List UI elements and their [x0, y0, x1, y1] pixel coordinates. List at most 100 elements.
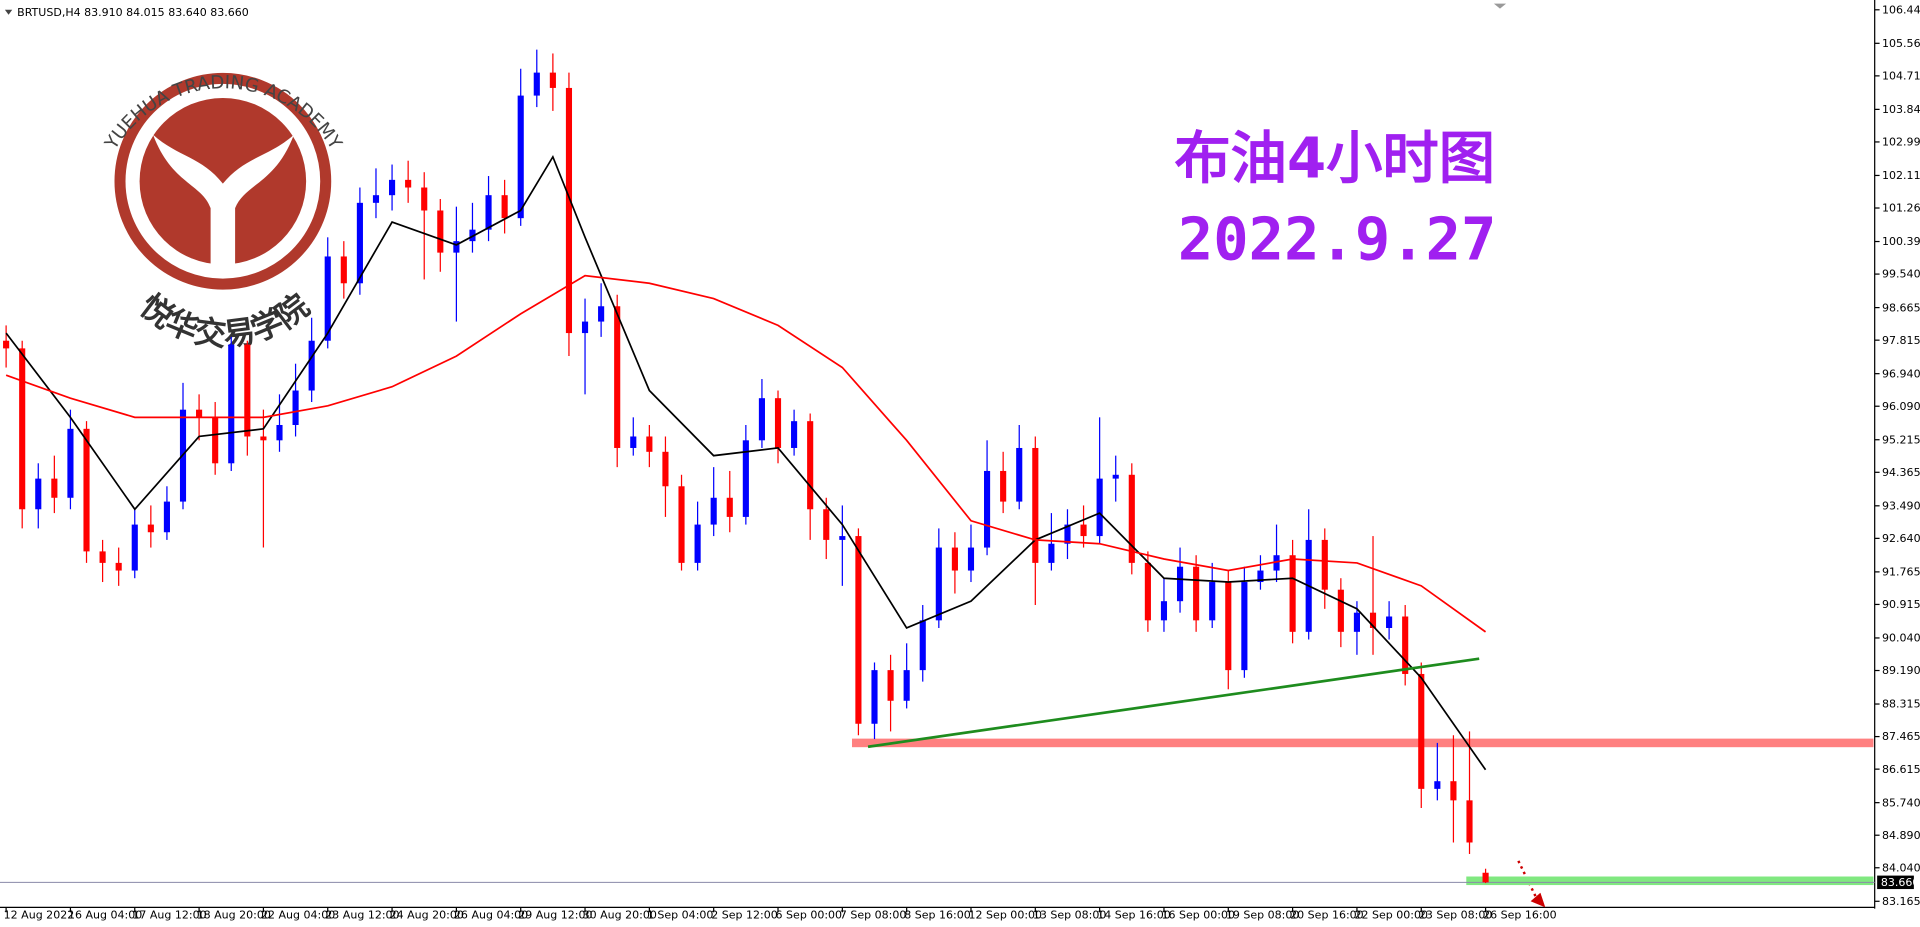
candle-body	[1257, 570, 1264, 583]
candle-body	[935, 547, 942, 621]
x-tick-label: 18 Aug 20:00	[197, 908, 271, 921]
candle-body	[1321, 539, 1328, 590]
header-icon	[4, 9, 13, 15]
arrow	[1517, 860, 1540, 902]
candle-body	[1144, 562, 1151, 621]
candle-body	[196, 409, 203, 418]
candle-body	[19, 348, 26, 510]
candle-body	[67, 428, 74, 498]
y-tick-label: 98.665	[1882, 301, 1920, 314]
candle-body	[1064, 524, 1071, 544]
candle-body	[437, 210, 444, 253]
candle-body	[35, 478, 42, 510]
x-tick-label: 2 Sep 12:00	[711, 908, 778, 921]
candle-body	[533, 72, 540, 96]
candle-body	[1128, 474, 1135, 563]
y-tick-label: 87.465	[1882, 730, 1920, 743]
y-tick-label: 106.440	[1882, 3, 1920, 16]
candle-body	[1369, 612, 1377, 628]
candle-body	[694, 524, 701, 563]
x-tick-label: 14 Sep 16:00	[1097, 908, 1171, 921]
chart-header: BRTUSD,H4 83.910 84.015 83.640 83.660	[17, 6, 249, 19]
candle-body	[1016, 447, 1023, 502]
candle-body	[1032, 447, 1039, 563]
y-tick-label: 97.815	[1882, 334, 1920, 347]
x-tick-label: 12 Sep 00:00	[969, 908, 1043, 921]
level-band	[1466, 876, 1874, 886]
candle-body	[115, 562, 122, 571]
x-tick-label: 23 Sep 08:00	[1419, 908, 1493, 921]
candle-body	[581, 321, 589, 334]
candle-body	[1450, 781, 1457, 801]
y-tick-label: 102.115	[1882, 169, 1920, 182]
candle-body	[630, 436, 637, 448]
candle-body	[1176, 566, 1184, 602]
y-tick-label: 101.265	[1882, 202, 1920, 215]
candle-body	[1418, 673, 1425, 789]
y-tick-label: 90.915	[1882, 598, 1920, 611]
x-tick-label: 16 Sep 00:00	[1162, 908, 1236, 921]
candle-body	[51, 478, 58, 498]
x-tick-label: 23 Aug 12:00	[325, 908, 399, 921]
logo-disc	[139, 97, 307, 265]
candle-body	[1160, 601, 1168, 621]
candle-body	[823, 509, 830, 540]
candle-body	[1096, 478, 1103, 537]
candle-body	[405, 179, 412, 188]
candle-body	[131, 524, 138, 571]
y-tick-label: 104.715	[1882, 70, 1920, 83]
candle-body	[598, 306, 605, 322]
x-tick-label: 17 Aug 12:00	[132, 908, 206, 921]
line	[867, 657, 1480, 749]
candle-body	[951, 547, 958, 571]
y-tick-label: 99.540	[1882, 268, 1920, 281]
candle-body	[1241, 582, 1248, 671]
candle-body	[1000, 470, 1007, 502]
logo-text-cn-path: 悦华交易学院	[133, 286, 317, 354]
candle-body	[1337, 589, 1344, 632]
y-tick-label: 85.740	[1882, 796, 1920, 809]
candle-body	[887, 670, 894, 701]
candle-body	[212, 417, 219, 464]
last-price-label: 83.660	[1881, 876, 1920, 889]
x-tick-label: 16 Aug 04:00	[68, 908, 142, 921]
candle-body	[1434, 781, 1441, 789]
x-tick-label: 26 Aug 04:00	[454, 908, 528, 921]
y-tick-label: 84.890	[1882, 829, 1920, 842]
candle-body	[565, 87, 573, 334]
chart-subtitle: 2022.9.27	[1178, 205, 1496, 274]
level-band	[851, 738, 1874, 748]
candle-body	[662, 451, 669, 487]
candle-body	[3, 340, 10, 349]
x-tick-label: 22 Aug 04:00	[261, 908, 335, 921]
candle-body	[1193, 566, 1200, 621]
logo-mark	[153, 134, 294, 276]
candle-body	[903, 670, 910, 701]
candle-body	[485, 195, 492, 230]
x-tick-label: 20 Sep 16:00	[1290, 908, 1364, 921]
x-tick-label: 13 Sep 08:00	[1033, 908, 1107, 921]
x-tick-label: 29 Aug 12:00	[518, 908, 592, 921]
x-tick-label: 6 Sep 00:00	[776, 908, 843, 921]
y-tick-label: 102.990	[1882, 136, 1920, 149]
y-tick-label: 103.840	[1882, 103, 1920, 116]
candle-body	[742, 440, 749, 517]
y-tick-label: 83.165	[1882, 895, 1920, 908]
candle-body	[83, 428, 90, 552]
y-tick-label: 94.365	[1882, 466, 1920, 479]
candle-body	[308, 340, 315, 391]
candle-body	[372, 195, 380, 203]
candle-body	[1289, 555, 1296, 632]
candle-body	[807, 421, 814, 510]
last-price-box	[1877, 875, 1914, 890]
candle-body	[356, 202, 363, 284]
candle-body	[324, 256, 331, 341]
x-tick-label: 1 Sep 04:00	[647, 908, 714, 921]
candle-body	[276, 424, 283, 441]
candle-body	[163, 501, 170, 533]
x-tick-label: 19 Sep 08:00	[1226, 908, 1300, 921]
candle-body	[919, 620, 926, 671]
x-tick-label: 22 Sep 00:00	[1354, 908, 1428, 921]
y-tick-label: 93.490	[1882, 499, 1920, 512]
